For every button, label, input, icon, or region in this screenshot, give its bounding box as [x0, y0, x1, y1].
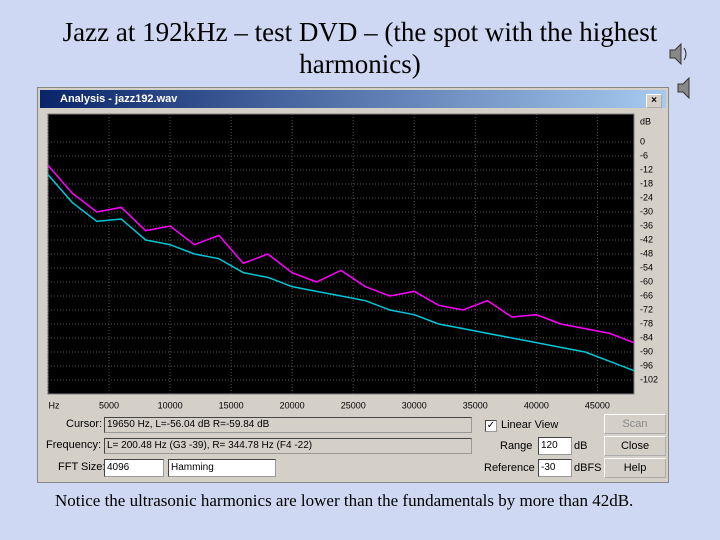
fft-label: FFT Size:: [58, 461, 106, 473]
range-label: Range: [500, 440, 533, 452]
plot-background: [47, 113, 635, 395]
y-tick-label: -96: [640, 360, 653, 370]
x-tick-label: 45000: [585, 400, 610, 410]
help-button[interactable]: Help: [604, 458, 666, 478]
y-tick-label: -48: [640, 248, 653, 258]
frequency-label: Frequency:: [46, 439, 102, 451]
close-x[interactable]: ×: [646, 94, 662, 108]
reference-field[interactable]: -30: [538, 459, 572, 477]
x-tick-label: 30000: [402, 400, 427, 410]
window-title-text: Analysis - jazz192.wav: [60, 93, 178, 105]
y-tick-label: -72: [640, 304, 653, 314]
spectrum-line: [47, 164, 635, 344]
cursor-field: 19650 Hz, L=-56.04 dB R=-59.84 dB: [104, 417, 472, 433]
window-title: Analysis - jazz192.wav ×: [40, 90, 666, 108]
slide-title: Jazz at 192kHz – test DVD – (the spot wi…: [62, 17, 658, 79]
y-tick-label: -6: [640, 150, 648, 160]
y-tick-label: -66: [640, 290, 653, 300]
x-tick-label: 25000: [341, 400, 366, 410]
y-tick-label: -90: [640, 346, 653, 356]
y-unit: dB: [640, 116, 651, 126]
x-tick-label: 20000: [280, 400, 305, 410]
y-tick-label: -60: [640, 276, 653, 286]
x-tick-label: 15000: [219, 400, 244, 410]
y-tick-label: -78: [640, 318, 653, 328]
frequency-field: L= 200.48 Hz (G3 -39), R= 344.78 Hz (F4 …: [104, 438, 472, 454]
reference-unit: dBFS: [574, 462, 602, 474]
reference-label: Reference: [484, 462, 535, 474]
x-tick-label: 10000: [158, 400, 183, 410]
speaker-icons: [669, 42, 690, 100]
slide-footer: Notice the ultrasonic harmonics are lowe…: [55, 491, 634, 510]
fft-select[interactable]: 4096: [104, 459, 164, 477]
range-unit: dB: [574, 440, 588, 452]
cursor-label: Cursor:: [66, 418, 103, 430]
y-tick-label: -54: [640, 262, 653, 272]
window-select[interactable]: Hamming: [168, 459, 276, 477]
analysis-window: Analysis - jazz192.wav × dB 0 -6 -12 -18 -24 -3…: [37, 87, 669, 483]
y-tick-label: -18: [640, 178, 653, 188]
close-button[interactable]: Close: [604, 436, 666, 456]
linear-view-checkbox[interactable]: ✓: [485, 420, 497, 432]
y-tick-label: 0: [640, 136, 645, 146]
y-tick-label: -12: [640, 164, 653, 174]
y-tick-label: -102: [640, 374, 658, 384]
x-tick-label: 5000: [99, 400, 119, 410]
linear-view-label: Linear View: [501, 419, 559, 431]
x-tick-label: Hz: [49, 400, 60, 410]
y-tick-label: -30: [640, 206, 653, 216]
y-tick-label: -84: [640, 332, 653, 342]
range-field[interactable]: 120: [538, 437, 572, 455]
y-tick-label: -36: [640, 220, 653, 230]
scan-button[interactable]: Scan: [604, 414, 666, 434]
spectrum-plot: dB 0 -6 -12 -18 -24 -30 -36 -42 -48 -54 -60 -66 -72 -7…: [47, 113, 658, 410]
x-tick-label: 35000: [463, 400, 488, 410]
y-tick-label: -24: [640, 192, 653, 202]
x-tick-label: 40000: [524, 400, 549, 410]
spectrum-line: [47, 174, 635, 372]
y-tick-label: -42: [640, 234, 653, 244]
